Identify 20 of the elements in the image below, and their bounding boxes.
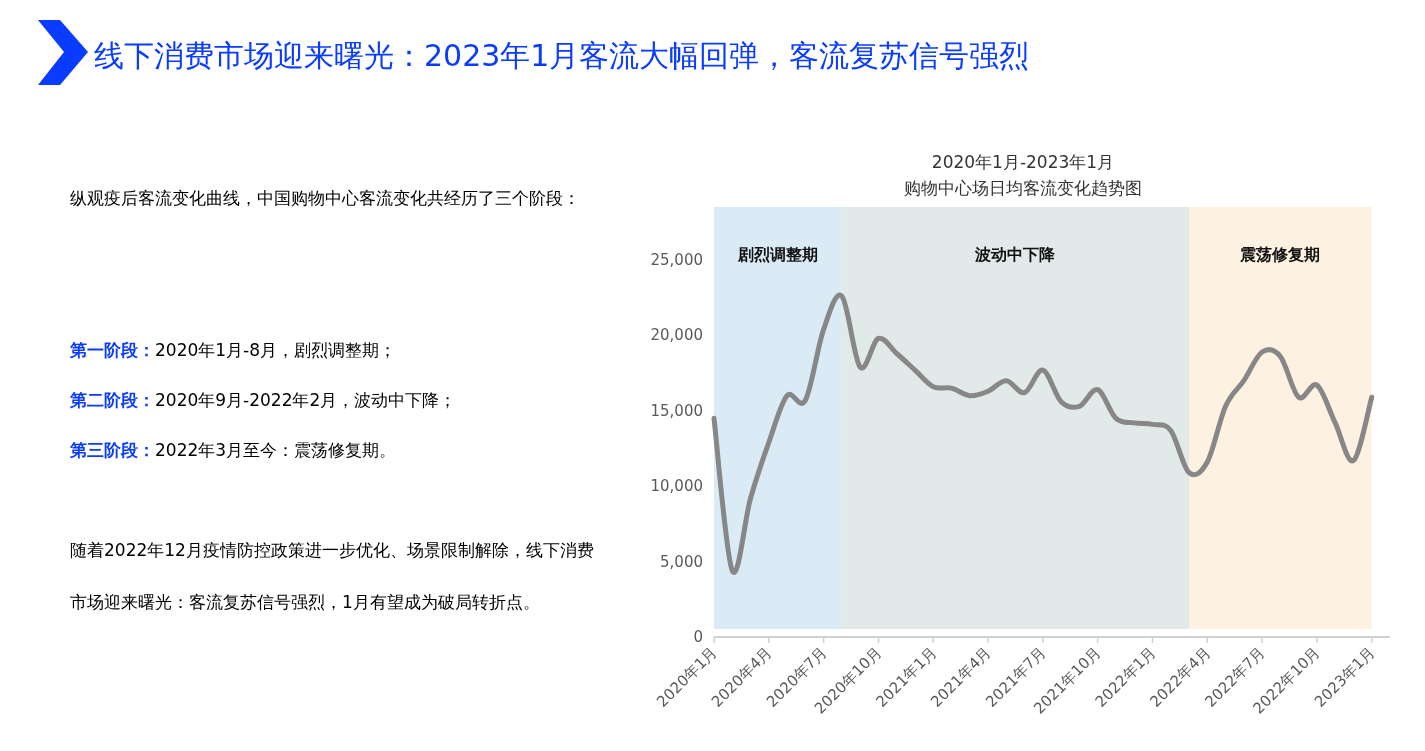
text: 随着2022年12月疫情防控政策进一步优化、场景限制解除，线下消费市场迎来曙光：客流复苏信号强烈，1月有望成为破局转折点。 <box>70 540 594 612</box>
text: 2020年9月-2022年2月，波动中下降； <box>155 390 457 410</box>
band-label: 剧烈调整期 <box>736 245 818 264</box>
y-tick-label: 0 <box>693 628 703 646</box>
y-tick-label: 10,000 <box>650 477 703 496</box>
chart-subtitle: 购物中心场日均客流变化趋势图 <box>904 178 1142 198</box>
text: 线下消费市场迎来曙光：2023年1月客流大幅回弹，客流复苏信号强烈 <box>94 38 1030 73</box>
band-label: 波动中下降 <box>974 245 1057 264</box>
text: 纵观疫后客流变化曲线，中国购物中心客流变化共经历了三个阶段： <box>70 188 580 208</box>
y-tick-label: 20,000 <box>650 326 703 345</box>
y-tick-label: 25,000 <box>650 251 703 269</box>
band-label: 震荡修复期 <box>1239 245 1321 264</box>
text: 第二阶段： <box>70 390 155 410</box>
text: 2020年1月-8月，剧烈调整期； <box>155 340 397 360</box>
chart-title: 2020年1月-2023年1月 <box>931 152 1115 172</box>
text: 第一阶段： <box>70 340 155 360</box>
text: 第三阶段： <box>70 440 155 460</box>
y-tick-label: 15,000 <box>650 401 703 420</box>
y-tick-label: 5,000 <box>660 552 703 571</box>
text: 2022年3月至今：震荡修复期。 <box>155 440 397 460</box>
